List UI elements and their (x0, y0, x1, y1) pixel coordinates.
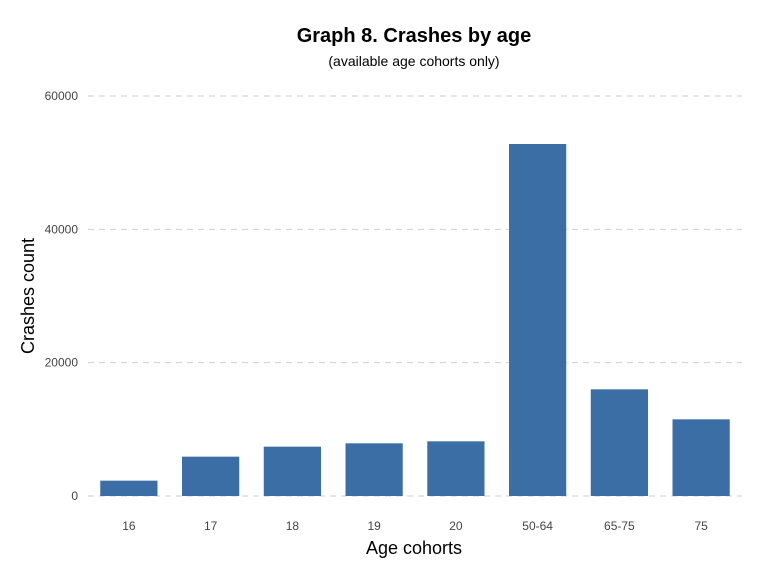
bar-16 (100, 480, 158, 496)
y-axis-ticks: 0 20000 40000 60000 (45, 89, 79, 503)
x-tick-label: 17 (204, 519, 218, 533)
x-tick-label: 50-64 (522, 519, 553, 533)
bar-20 (427, 441, 485, 496)
x-tick-label: 20 (449, 519, 463, 533)
bar-65-75 (590, 389, 648, 496)
chart-title: Graph 8. Crashes by age (297, 25, 532, 47)
y-tick-label: 40000 (45, 222, 79, 236)
bar-17 (182, 456, 240, 496)
y-tick-label: 60000 (45, 89, 79, 103)
bar-18 (263, 446, 321, 496)
y-tick-label: 0 (71, 489, 78, 503)
x-tick-label: 18 (286, 519, 300, 533)
bar-19 (345, 443, 403, 496)
y-tick-label: 20000 (45, 356, 79, 370)
x-axis-ticks: 16 17 18 19 20 50-64 65-75 75 (122, 519, 708, 533)
x-tick-label: 75 (694, 519, 708, 533)
y-axis-title: Crashes count (18, 238, 38, 354)
x-axis-title: Age cohorts (366, 538, 462, 558)
bar-75 (672, 419, 730, 496)
x-tick-label: 65-75 (604, 519, 635, 533)
chart-subtitle: (available age cohorts only) (328, 53, 499, 69)
bar-50-64 (509, 144, 567, 496)
bars (100, 144, 730, 496)
x-tick-label: 16 (122, 519, 136, 533)
x-tick-label: 19 (367, 519, 381, 533)
